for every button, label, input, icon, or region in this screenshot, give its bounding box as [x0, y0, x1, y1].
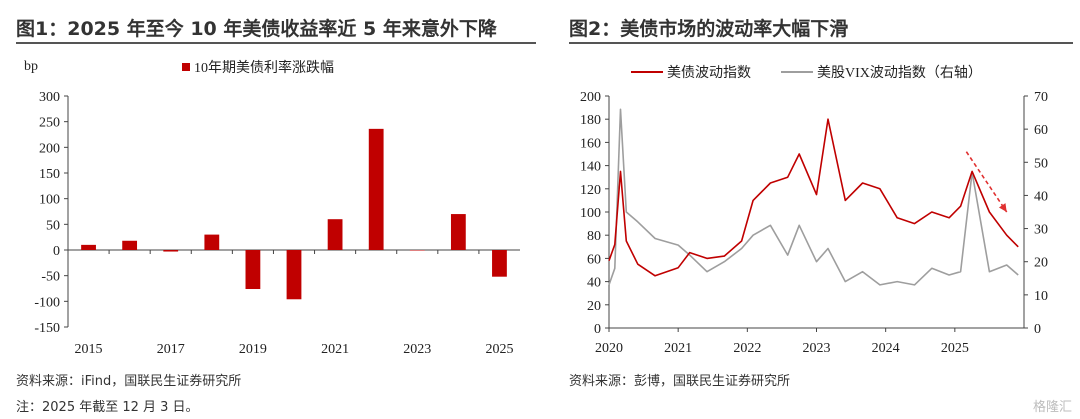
x-tick-label: 2025: [941, 341, 969, 356]
figure-1-title-rule: [16, 42, 536, 44]
left-y-tick-label: 120: [580, 183, 601, 198]
bar-2017: [163, 250, 179, 252]
y-tick-label: 100: [39, 193, 60, 208]
line-chart: 美债波动指数 美股VIX波动指数（右轴）020406080100120140160…: [580, 65, 1048, 356]
bar-2015: [81, 244, 96, 250]
figure-2-source: 资料来源：彭博，国联民生证券研究所: [569, 374, 791, 389]
x-tick-label: 2024: [872, 341, 900, 356]
legend-label-vix: 美股VIX波动指数（右轴）: [817, 65, 982, 81]
trend-arrow-line: [965, 151, 1008, 213]
y-tick-label: 300: [39, 90, 60, 105]
x-tick-label: 2022: [733, 341, 761, 356]
left-y-tick-label: 180: [580, 113, 601, 128]
right-y-tick-label: 50: [1034, 156, 1048, 171]
bar-2025: [492, 250, 507, 277]
figure-2-title: 图2：美债市场的波动率大幅下滑: [569, 18, 849, 40]
figure-2-title-rule: [569, 42, 1073, 44]
y-tick-label: 0: [53, 244, 60, 259]
left-y-tick-label: 0: [594, 322, 601, 337]
left-y-tick-label: 200: [580, 90, 601, 105]
bar-2023: [409, 250, 425, 251]
legend-label: 10年期美债利率涨跌幅: [194, 59, 334, 76]
x-tick-label: 2021: [321, 342, 349, 357]
left-y-tick-label: 40: [587, 276, 601, 291]
left-y-tick-label: 100: [580, 206, 601, 221]
y-tick-label: 50: [46, 218, 60, 233]
bar-2020: [286, 250, 302, 300]
trend-arrow-head: [998, 203, 1007, 212]
bar-2021: [327, 219, 343, 250]
series-line-vix: [608, 108, 1019, 286]
y-tick-label: 200: [39, 141, 60, 156]
y-axis-unit: bp: [24, 59, 38, 74]
figure-1: 图1：2025 年至今 10 年美债收益率近 5 年来意外下降 bp 10年期美债…: [16, 18, 536, 415]
y-tick-label: -100: [34, 295, 60, 310]
left-y-tick-label: 80: [587, 229, 601, 244]
x-tick-label: 2015: [75, 342, 103, 357]
legend-swatch: [182, 63, 190, 71]
y-tick-label: 250: [39, 116, 60, 131]
right-y-tick-label: 10: [1034, 289, 1048, 304]
figure-1-title: 图1：2025 年至今 10 年美债收益率近 5 年来意外下降: [16, 18, 497, 40]
legend-label-bond-vol: 美债波动指数: [667, 65, 751, 81]
right-y-tick-label: 30: [1034, 223, 1048, 238]
right-y-tick-label: 20: [1034, 256, 1048, 271]
bar-chart: bp 10年期美债利率涨跌幅 -150 -100 -50 0 50 100 150 200 250 3…: [24, 59, 520, 357]
bar-2016: [122, 240, 138, 250]
bar-2018: [204, 234, 220, 250]
y-tick-label: -50: [41, 270, 60, 285]
right-y-tick-label: 70: [1034, 90, 1048, 105]
series-line-bond-vol: [608, 118, 1019, 277]
x-tick-label: 2019: [239, 342, 267, 357]
watermark-logo: 格隆汇: [1032, 400, 1072, 415]
bar-2024: [450, 214, 466, 250]
bar-2022: [368, 128, 384, 250]
left-y-tick-label: 60: [587, 252, 601, 267]
figure-2: 图2：美债市场的波动率大幅下滑 美债波动指数 美股VIX波动指数（右轴） 0 20 40…: [553, 0, 1080, 419]
bar-2019: [245, 250, 261, 290]
right-y-tick-label: 60: [1034, 123, 1048, 138]
y-tick-label: -150: [34, 321, 60, 336]
right-y-tick-label: 0: [1034, 322, 1041, 337]
x-tick-label: 2021: [664, 341, 692, 356]
x-tick-label: 2025: [485, 342, 513, 357]
left-y-tick-label: 160: [580, 136, 601, 151]
figure-1-source: 资料来源：iFind，国联民生证券研究所: [16, 374, 242, 389]
right-y-tick-label: 40: [1034, 189, 1048, 204]
x-tick-label: 2023: [803, 341, 831, 356]
y-tick-label: 150: [39, 167, 60, 182]
x-tick-label: 2020: [595, 341, 623, 356]
left-y-tick-label: 20: [587, 299, 601, 314]
figure-1-note: 注：2025 年截至 12 月 3 日。: [16, 400, 199, 415]
x-tick-label: 2023: [403, 342, 431, 357]
x-tick-label: 2017: [157, 342, 185, 357]
left-y-tick-label: 140: [580, 160, 601, 175]
